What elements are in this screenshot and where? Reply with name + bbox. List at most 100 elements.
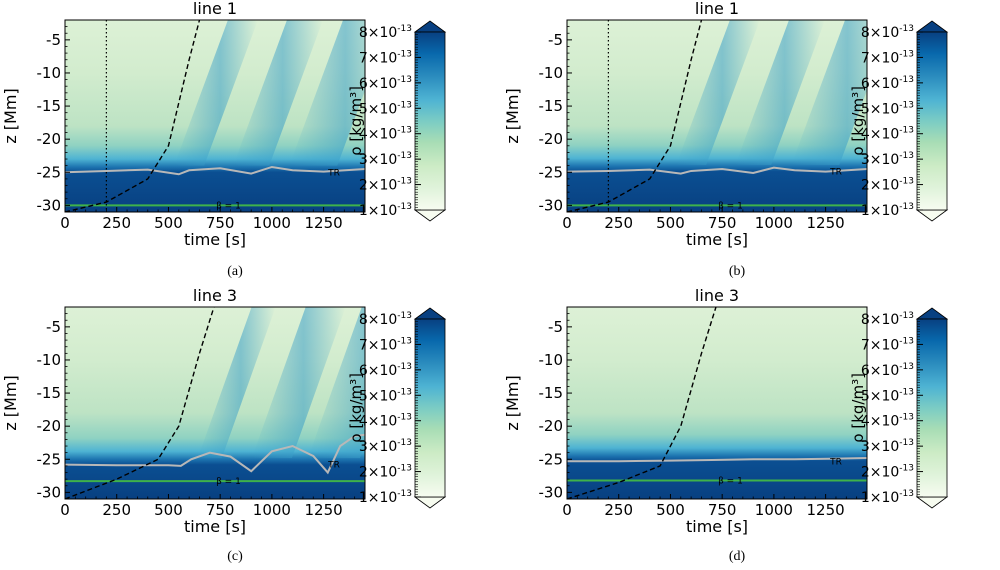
dashed-curve (567, 307, 717, 499)
colorbar-label: ρ [kg/m³] (347, 373, 365, 443)
colorbar-extend-bottom (915, 209, 949, 222)
colorbar-tick-label: 1×10-13 (861, 202, 914, 219)
x-tick-label: 1250 (305, 214, 343, 232)
colorbar: 1×10-13 2×10-13 3×10-13 4×10-13 5×10-13 6×10-… (849, 307, 949, 509)
y-axis-label: z [Mm] (503, 88, 522, 143)
y-tick-label: -25 (37, 163, 62, 181)
x-tick-label: 1000 (755, 214, 793, 232)
panel-title: line 1 (695, 0, 739, 18)
colorbar-tick-label: 3×10-13 (861, 151, 914, 168)
colorbar-tick-label: 2×10-13 (359, 464, 412, 481)
panel-caption: (d) (729, 549, 746, 564)
y-tick-label: -10 (539, 64, 564, 82)
colorbar-tick-label: 6×10-13 (861, 362, 914, 379)
colorbar-tick-label: 2×10-13 (861, 464, 914, 481)
heatmap-background (567, 307, 867, 499)
x-axis-label: time [s] (184, 517, 246, 536)
x-tick-label: 750 (206, 501, 235, 519)
x-tick-label: 250 (102, 501, 131, 519)
wave-front (197, 307, 276, 458)
y-tick-label: -15 (37, 97, 62, 115)
colorbar-tick-label: 4×10-13 (359, 413, 412, 430)
colorbar-label: ρ [kg/m³] (849, 86, 867, 156)
tr-contour-label: TR (327, 461, 340, 471)
plot-frame (64, 19, 366, 213)
x-axis-label: time [s] (184, 230, 246, 249)
wave-front (735, 20, 825, 165)
x-tick-label: 0 (60, 501, 70, 519)
panel-d: β = 1 TR 0 250 500 750 1000 1250 -5 -10 -15 -20 -25 -… (503, 286, 949, 564)
y-tick-label: -30 (539, 483, 564, 501)
colorbar-tick-label: 1×10-13 (359, 489, 412, 506)
colorbar-label: ρ [kg/m³] (849, 373, 867, 443)
colorbar: 1×10-13 2×10-13 3×10-13 4×10-13 5×10-13 6×10-… (849, 20, 949, 222)
beta-contour-label: β = 1 (718, 476, 743, 486)
plot-frame (566, 306, 868, 500)
panel-c: β = 1 TR 0 250 500 750 1000 1250 -5 -10 -15 -20 -25 -… (1, 286, 447, 564)
colorbar-tick-label: 7×10-13 (359, 336, 412, 353)
colorbar-tick-label: 6×10-13 (359, 75, 412, 92)
colorbar-tick-label: 6×10-13 (359, 362, 412, 379)
x-tick-label: 1000 (253, 501, 291, 519)
colorbar: 1×10-13 2×10-13 3×10-13 4×10-13 5×10-13 6×10-… (347, 20, 447, 222)
colorbar-extend-bottom (915, 496, 949, 509)
panel-title: line 1 (193, 0, 237, 18)
colorbar-tick-label: 5×10-13 (359, 100, 412, 117)
colorbar-body (414, 318, 446, 498)
dashed-curve (65, 20, 201, 212)
colorbar-tick-label: 8×10-13 (359, 311, 412, 328)
panel-title: line 3 (695, 286, 739, 305)
wave-front (251, 307, 346, 458)
colorbar-tick-label: 8×10-13 (359, 24, 412, 41)
y-tick-label: -20 (539, 417, 564, 435)
wave-front (676, 20, 760, 165)
colorbar-tick-label: 8×10-13 (861, 311, 914, 328)
tr-contour-label: TR (327, 168, 340, 178)
colorbar-extend-top (413, 20, 447, 33)
beta-contour-label: β = 1 (216, 201, 241, 211)
y-tick-label: -25 (539, 163, 564, 181)
colorbar-tick-label: 1×10-13 (861, 489, 914, 506)
y-tick-label: -5 (46, 318, 61, 336)
colorbar-extend-top (915, 307, 949, 320)
colorbar-extend-top (413, 307, 447, 320)
beta-contour-label: β = 1 (216, 477, 241, 487)
x-tick-label: 0 (562, 501, 572, 519)
x-tick-label: 250 (604, 214, 633, 232)
wave-front (233, 20, 323, 166)
colorbar-tick-label: 5×10-13 (861, 100, 914, 117)
x-tick-label: 750 (708, 214, 737, 232)
x-tick-label: 0 (562, 214, 572, 232)
x-tick-label: 500 (154, 501, 183, 519)
colorbar-tick-label: 8×10-13 (861, 24, 914, 41)
x-tick-label: 500 (154, 214, 183, 232)
colorbar-tick-label: 3×10-13 (861, 438, 914, 455)
colorbar-tick-label: 2×10-13 (359, 177, 412, 194)
y-tick-label: -20 (539, 130, 564, 148)
colorbar-extend-bottom (413, 209, 447, 222)
x-tick-label: 1250 (305, 501, 343, 519)
y-axis-label: z [Mm] (1, 375, 20, 430)
colorbar-extend-bottom (413, 496, 447, 509)
wave-front (174, 20, 258, 166)
panel-a: β = 1 TR 0 250 500 750 1000 1250 -5 -10 -15 -20 -25 -… (1, 0, 447, 279)
wave-front (791, 20, 867, 165)
x-tick-label: 750 (708, 501, 737, 519)
y-tick-label: -30 (539, 196, 564, 214)
tr-contour (65, 433, 365, 475)
colorbar-tick-label: 6×10-13 (861, 75, 914, 92)
y-tick-label: -5 (46, 31, 61, 49)
tr-contour (567, 166, 867, 175)
colorbar-label: ρ [kg/m³] (347, 86, 365, 156)
beta-contour-label: β = 1 (718, 201, 743, 211)
tr-contour-label: TR (829, 457, 842, 467)
colorbar-tick-label: 3×10-13 (359, 151, 412, 168)
colorbar-tick-label: 3×10-13 (359, 438, 412, 455)
y-tick-label: -25 (37, 450, 62, 468)
y-tick-label: -5 (548, 31, 563, 49)
wave-front (307, 307, 365, 458)
tr-contour-label: TR (829, 168, 842, 178)
plot-frame (566, 19, 868, 213)
panel-title: line 3 (193, 286, 237, 305)
